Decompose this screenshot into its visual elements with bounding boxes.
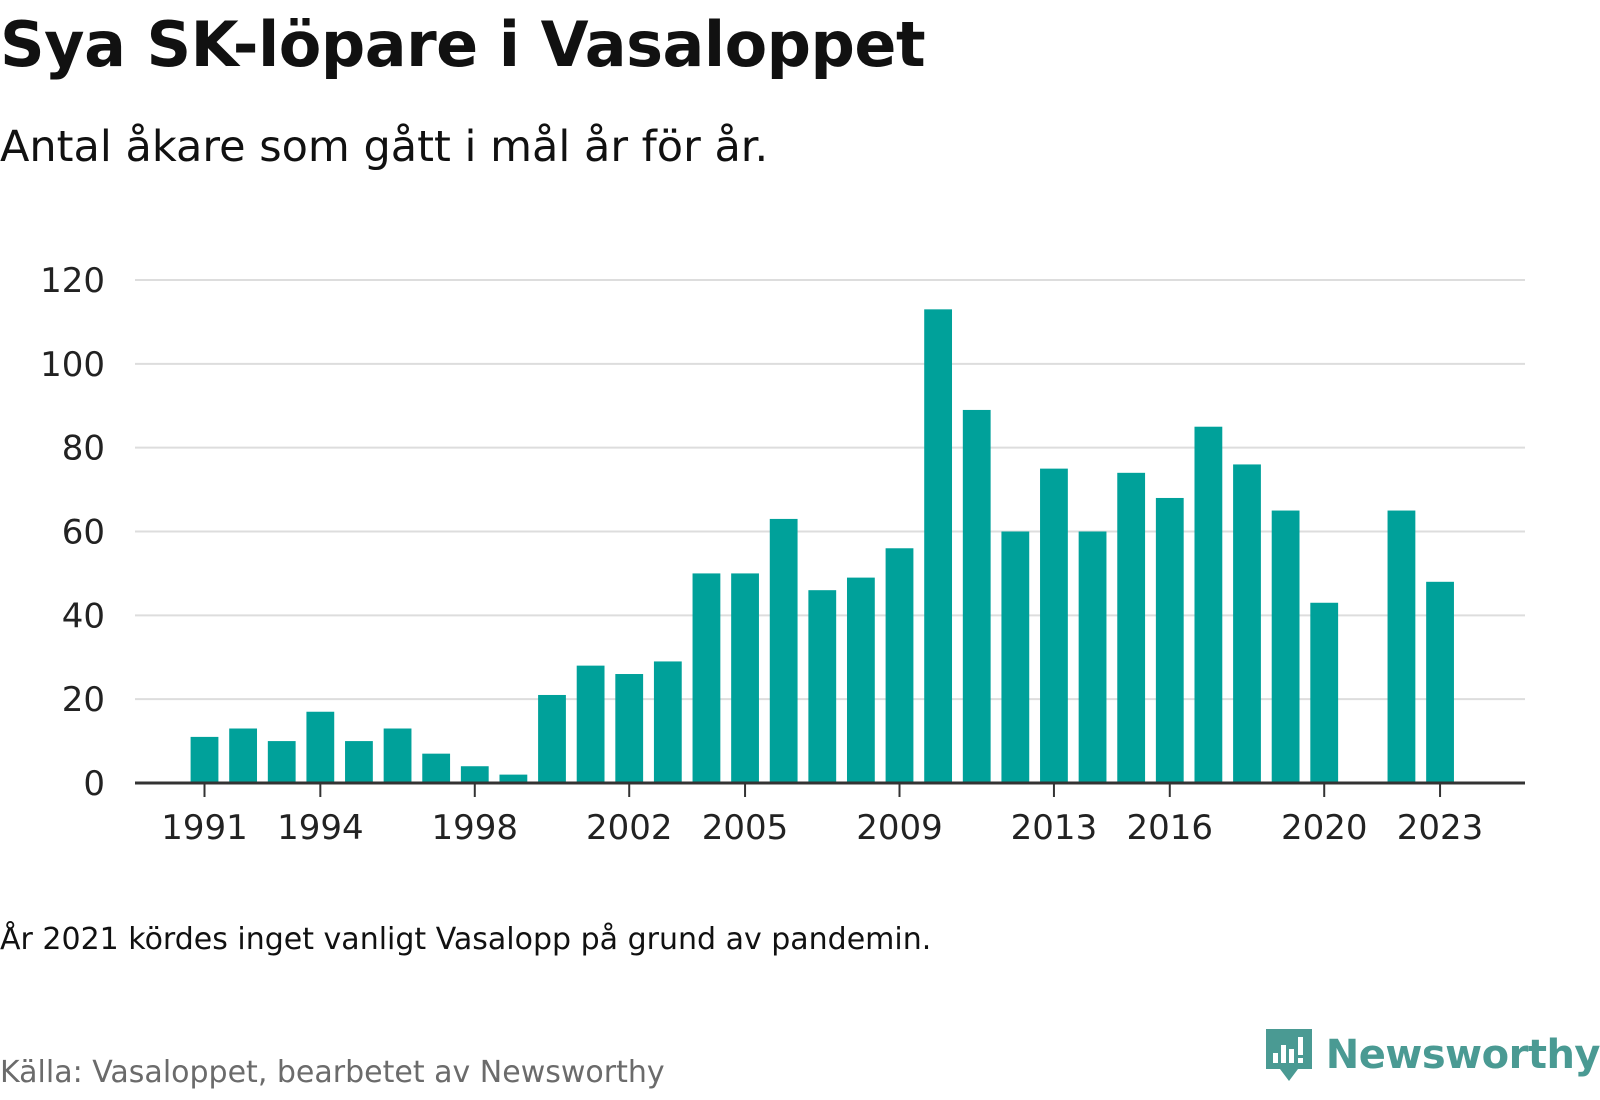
bar-2014 [1078,531,1107,783]
x-tick-label: 2005 [702,808,789,848]
bar-2001 [576,665,605,783]
bar-2004 [692,573,721,783]
y-tick-label: 60 [62,513,105,553]
bar-1994 [306,711,335,783]
y-tick-label: 80 [62,429,105,469]
bar-2019 [1271,510,1300,783]
x-tick-label: 2013 [1011,808,1098,848]
bar-2022 [1387,510,1416,783]
x-tick-label: 2002 [586,808,673,848]
x-axis-ticks: 1991 1994 1998 2002 2005 2009 2013 2016 2020 2023 [161,783,1483,848]
x-tick-label: 2023 [1397,808,1484,848]
x-tick-label: 2009 [856,808,943,848]
bar-1992 [229,728,258,783]
x-tick-label: 1998 [432,808,519,848]
footnote: År 2021 kördes inget vanligt Vasalopp på… [0,922,932,957]
bar-1995 [345,741,373,783]
x-tick-label: 2016 [1127,808,1214,848]
bar-2002 [615,674,644,783]
y-tick-label: 0 [83,764,105,804]
chart-subtitle: Antal åkare som gått i mål år för år. [0,122,769,172]
y-axis-ticks: 0 20 40 60 80 100 120 [40,261,105,804]
y-tick-label: 40 [62,596,105,636]
y-tick-label: 100 [40,345,105,385]
x-tick-label: 2020 [1281,808,1368,848]
bar-2009 [885,548,914,783]
brand-logo[interactable]: Newsworthy [1264,1020,1600,1090]
bar-2013 [1040,468,1068,783]
bar-2016 [1155,497,1184,783]
bar-1997 [422,753,451,783]
bar-2011 [962,409,991,783]
chart-title: Sya SK-löpare i Vasaloppet [0,8,926,81]
bar-chart: 0 20 40 60 80 100 120 1991 1994 1998 2002 2005 2009… [40,261,1525,848]
brand-name: Newsworthy [1325,1032,1600,1078]
y-tick-label: 120 [40,261,105,301]
newsworthy-logo-icon [1265,1029,1312,1081]
bar-2017 [1194,426,1223,783]
y-tick-label: 20 [62,680,105,720]
bar-2010 [924,309,953,783]
bar-2015 [1117,472,1146,783]
x-tick-label: 1991 [161,808,248,848]
bar-2012 [1001,531,1030,783]
bar-2020 [1310,602,1339,783]
source-credit: Källa: Vasaloppet, bearbetet av Newswort… [0,1055,665,1090]
bar-2005 [731,573,759,783]
bar-2006 [769,518,798,783]
bar-2003 [653,661,682,783]
bar-2008 [846,577,875,783]
bars [190,309,1454,783]
bar-1991 [190,736,219,783]
x-tick-label: 1994 [277,808,364,848]
bar-1993 [267,741,296,783]
bar-2018 [1233,464,1261,783]
bar-2000 [538,694,566,783]
bar-1996 [383,728,412,783]
bar-2007 [808,590,837,783]
bar-1999 [499,774,528,783]
bar-1998 [460,766,489,783]
bar-2023 [1426,581,1454,783]
